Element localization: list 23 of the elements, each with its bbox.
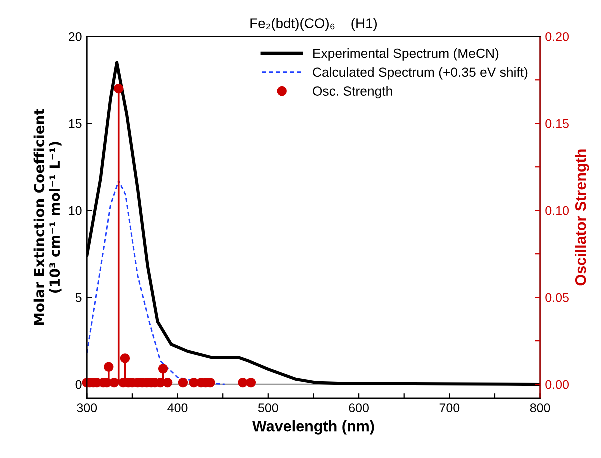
- x-tick-label: 500: [258, 404, 278, 413]
- x-axis-title: Wavelength (nm): [252, 420, 374, 435]
- x-tick-label: 700: [440, 404, 460, 413]
- y-tick-label: 0: [76, 380, 82, 390]
- y-tick-label: 5: [76, 294, 82, 302]
- legend-label: Osc. Strength: [313, 86, 392, 99]
- y2-axis-title: Oscillator Strength: [575, 150, 590, 286]
- y2-tick-label: 0.20: [546, 32, 569, 42]
- legend-label: Experimental Spectrum (MeCN): [314, 48, 499, 61]
- y-tick-label: 10: [69, 206, 82, 216]
- chart-title: Fe₂(bdt)(CO)₆ (H1): [250, 18, 378, 32]
- x-tick-label: 800: [530, 404, 550, 413]
- y-axis-title: Molar Extinction Coefficient (10³ cm⁻¹ mol⁻¹ L⁻¹): [34, 108, 62, 326]
- x-tick-label: 600: [349, 404, 369, 413]
- text: 0.00: [546, 380, 569, 390]
- y2-tick-label: 0.10: [546, 206, 569, 216]
- y2-tick-label: 0.15: [546, 119, 569, 128]
- y-tick-label: 15: [69, 120, 82, 128]
- y-tick-label: 20: [69, 32, 82, 42]
- x-tick-label: 400: [168, 404, 188, 413]
- y2-tick-label: 0.05: [546, 293, 569, 302]
- x-tick-label: 300: [77, 404, 98, 413]
- legend-label: Calculated Spectrum (+0.35 eV shift): [313, 67, 528, 80]
